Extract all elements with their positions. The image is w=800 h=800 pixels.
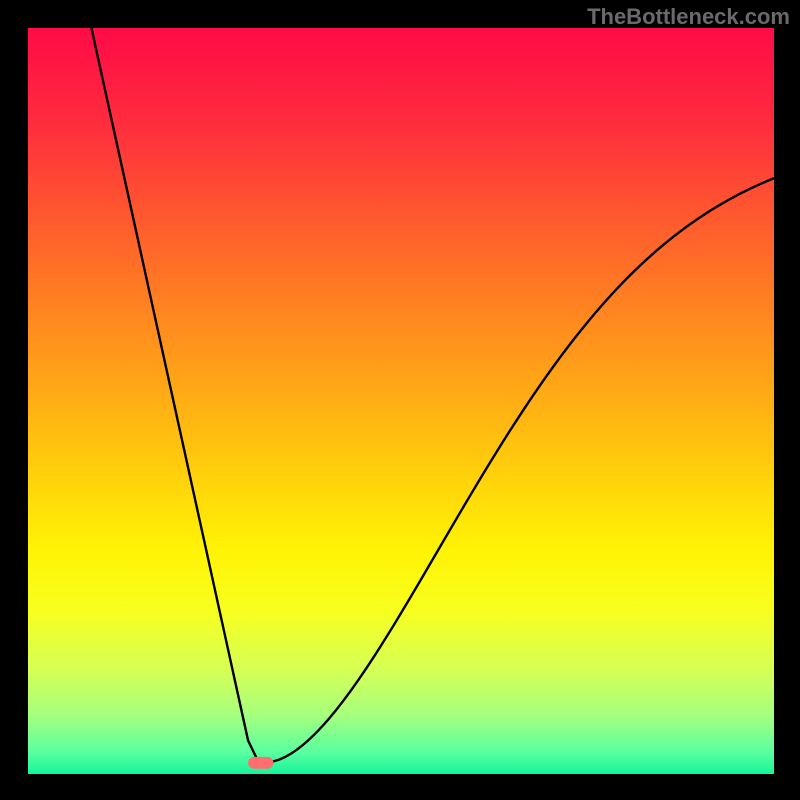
plot-area bbox=[28, 28, 774, 774]
chart-root: TheBottleneck.com bbox=[0, 0, 800, 800]
watermark-text: TheBottleneck.com bbox=[587, 4, 790, 30]
